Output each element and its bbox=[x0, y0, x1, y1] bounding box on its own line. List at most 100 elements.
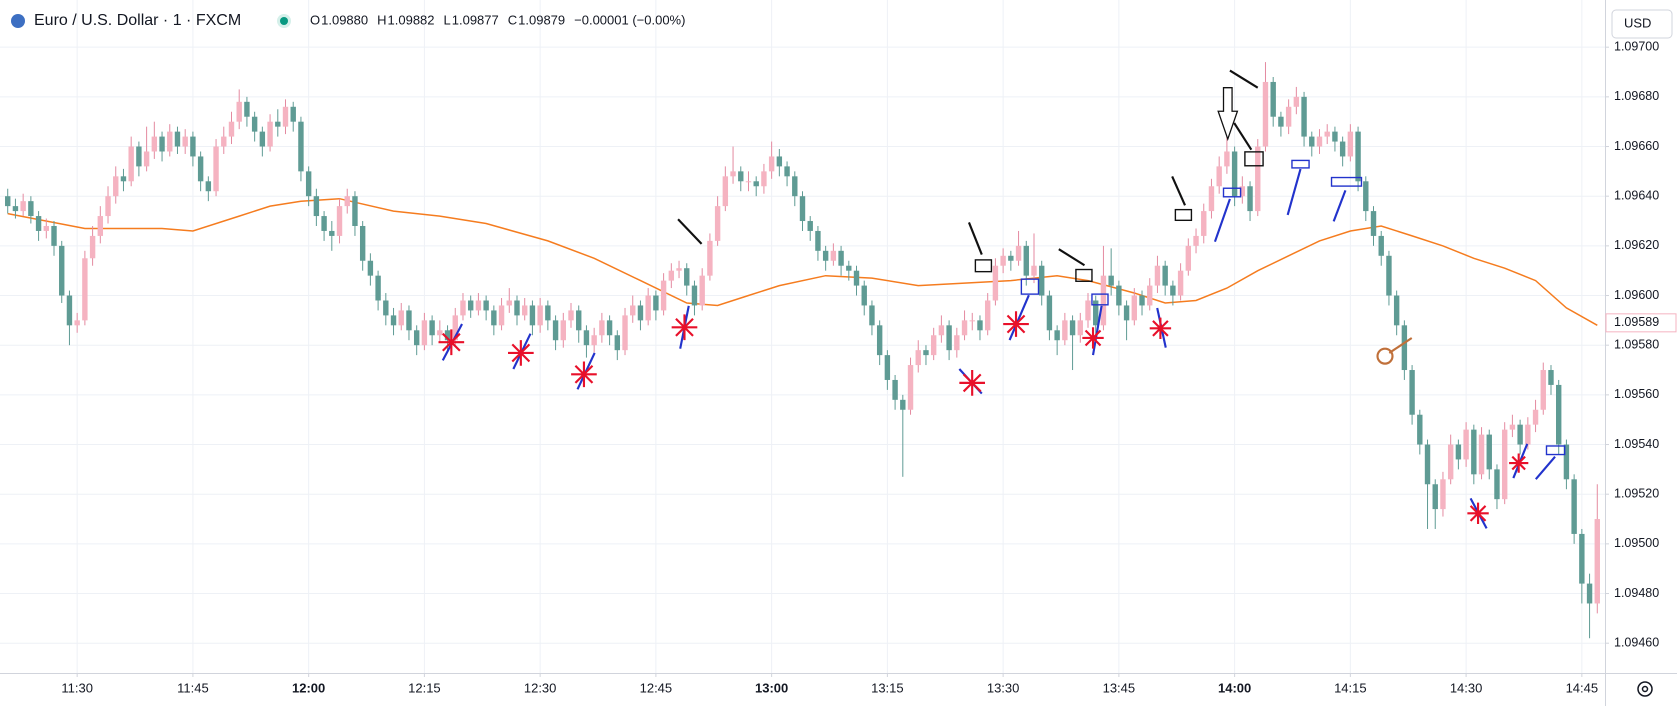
candle-body bbox=[545, 305, 551, 321]
y-tick-label: 1.09460 bbox=[1614, 635, 1659, 649]
candle-body bbox=[668, 270, 675, 281]
currency[interactable]: USD bbox=[1624, 15, 1651, 30]
candle-body bbox=[12, 206, 19, 212]
candle-body bbox=[645, 295, 651, 321]
candle-body bbox=[552, 320, 559, 341]
candle-body bbox=[460, 300, 466, 316]
candle-body bbox=[28, 201, 34, 217]
candle-body bbox=[174, 131, 181, 147]
candle-body bbox=[221, 136, 227, 147]
candle-body bbox=[1085, 300, 1091, 321]
moving-average bbox=[7, 197, 1598, 326]
y-tick-label: 1.09620 bbox=[1614, 238, 1659, 252]
candle-body bbox=[1548, 370, 1554, 385]
candle-body bbox=[1301, 96, 1307, 137]
candle-body bbox=[1170, 285, 1176, 296]
candle-body bbox=[846, 265, 852, 271]
ma-line bbox=[7, 197, 1598, 326]
candle-body bbox=[1239, 186, 1246, 197]
candle-body bbox=[1116, 285, 1122, 306]
candle-body bbox=[815, 230, 821, 251]
candle-body bbox=[1447, 444, 1454, 480]
candle-body bbox=[305, 171, 312, 197]
y-tick-label: 1.09520 bbox=[1614, 486, 1659, 500]
candle-body bbox=[1594, 519, 1600, 604]
candle-body bbox=[637, 305, 644, 321]
x-tick-label: 13:30 bbox=[987, 680, 1020, 695]
candle-body bbox=[522, 305, 528, 316]
ohlc-key: H bbox=[377, 12, 386, 27]
candle-body bbox=[128, 146, 134, 182]
y-tick-label: 1.09480 bbox=[1614, 586, 1659, 600]
candle-body bbox=[660, 280, 667, 311]
candle-body bbox=[1062, 320, 1068, 341]
y-tick-label: 1.09580 bbox=[1614, 337, 1659, 351]
candle-body bbox=[1509, 424, 1516, 430]
axes: 1.09700 1.09680 1.09660 1.09640 1.09620 1.096… bbox=[61, 39, 1677, 695]
candle-body bbox=[1093, 300, 1099, 326]
candle-body bbox=[1285, 106, 1292, 127]
candle-body bbox=[267, 121, 273, 147]
candle-body bbox=[807, 221, 813, 231]
x-tick-label: 12:30 bbox=[524, 680, 557, 695]
candle-body bbox=[1556, 384, 1562, 445]
candle-body bbox=[1347, 131, 1354, 157]
drawings bbox=[438, 69, 1566, 529]
x-tick-label: 12:00 bbox=[292, 680, 325, 695]
candle-body bbox=[830, 250, 837, 261]
candle-body bbox=[1540, 370, 1546, 410]
candle-body bbox=[1501, 429, 1508, 500]
candle-body bbox=[1324, 131, 1330, 137]
candle-body bbox=[352, 196, 358, 226]
candle-body bbox=[784, 166, 790, 177]
x-tick-label: 11:30 bbox=[61, 680, 93, 695]
candle-body bbox=[113, 176, 119, 197]
candle-body bbox=[1370, 211, 1377, 236]
candle-body bbox=[869, 305, 875, 326]
ohlc-values: O 1.09880 H 1.09882 L 1.09877 C 1.09879 −0.00001… bbox=[310, 12, 685, 27]
candle-body bbox=[205, 181, 212, 192]
candle-body bbox=[1378, 235, 1384, 256]
brown-marker bbox=[1376, 337, 1413, 365]
candle-body bbox=[506, 300, 512, 306]
candle-body bbox=[452, 315, 458, 341]
candle-body bbox=[1386, 255, 1392, 296]
candle-body bbox=[707, 240, 713, 276]
candle-body bbox=[1069, 320, 1076, 336]
x-tick-label: 11:45 bbox=[177, 680, 209, 695]
candle-body bbox=[1139, 295, 1145, 306]
currency-button[interactable] bbox=[1611, 9, 1673, 39]
candle-body bbox=[1185, 245, 1192, 271]
y-tick-label: 1.09600 bbox=[1614, 288, 1659, 302]
candle-body bbox=[676, 268, 682, 271]
candle-body bbox=[961, 320, 968, 336]
candle-body bbox=[359, 225, 366, 261]
candle-body bbox=[599, 320, 605, 336]
y-tick-label: 1.09660 bbox=[1614, 139, 1659, 153]
candle-body bbox=[1247, 186, 1253, 212]
candle-body bbox=[537, 305, 543, 326]
settings-button[interactable] bbox=[1637, 681, 1653, 697]
candle-body bbox=[290, 106, 296, 122]
candle-body bbox=[1262, 81, 1269, 147]
candle-body bbox=[1147, 285, 1153, 306]
candle-body bbox=[82, 258, 88, 321]
candle-body bbox=[251, 116, 258, 132]
candle-body bbox=[1409, 370, 1415, 415]
candle-body bbox=[1494, 469, 1500, 500]
candle-body bbox=[1154, 265, 1161, 286]
candle-body bbox=[136, 146, 142, 167]
candle-body bbox=[822, 250, 829, 261]
candle-body bbox=[282, 106, 289, 127]
candle-body bbox=[1293, 96, 1300, 107]
y-tick-label: 1.09560 bbox=[1614, 387, 1659, 401]
candle-body bbox=[1579, 533, 1585, 584]
y-tick-label: 1.09700 bbox=[1614, 39, 1659, 53]
candle-body bbox=[467, 300, 474, 311]
grid bbox=[0, 0, 1605, 673]
candle-body bbox=[475, 300, 482, 311]
ohlc-key: L bbox=[444, 12, 451, 27]
candle-body bbox=[1401, 325, 1408, 371]
candle-body bbox=[1432, 484, 1438, 510]
symbol-title: Euro / U.S. Dollar · 1 · FXCM bbox=[34, 12, 241, 29]
